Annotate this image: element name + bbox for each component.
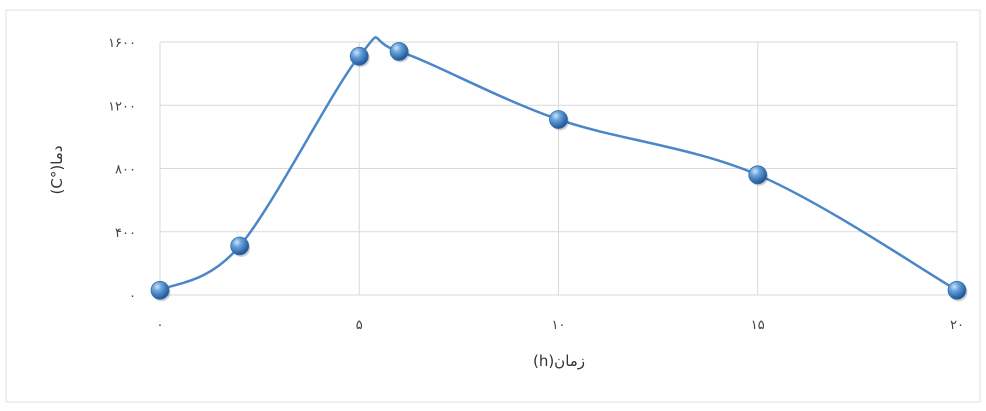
data-point [150,280,170,300]
data-point [230,236,250,256]
y-tick-label: ۸۰۰ [115,163,136,178]
x-axis-title: زمان(h) [533,352,585,370]
data-point [349,46,369,66]
data-point [549,110,568,129]
y-tick-label: ۴۰۰ [115,226,136,241]
y-tick-label: ۱۲۰۰ [108,99,136,114]
y-tick-label: ۰ [129,289,136,304]
data-point [748,165,768,185]
x-tick-label: ۰ [157,318,164,333]
x-tick-label: ۱۵ [751,318,765,333]
chart-border [5,9,981,403]
x-tick-label: ۱۰ [552,318,566,333]
tick-labels: ۰ ۴۰۰ ۸۰۰ ۱۲۰۰ ۱۶۰۰ ۰ ۵ ۱۰ ۱۵ ۲۰ [108,36,964,333]
x-tick-label: ۲۰ [950,318,964,333]
y-axis-title: دما(°C) [48,146,66,195]
data-point [389,42,409,61]
x-tick-label: ۵ [356,318,363,333]
data-point [947,280,967,300]
series-line [159,36,958,292]
y-tick-label: ۱۶۰۰ [108,36,136,51]
series-line-path [159,36,958,292]
grid-lines [159,41,958,296]
series-markers [150,42,968,302]
